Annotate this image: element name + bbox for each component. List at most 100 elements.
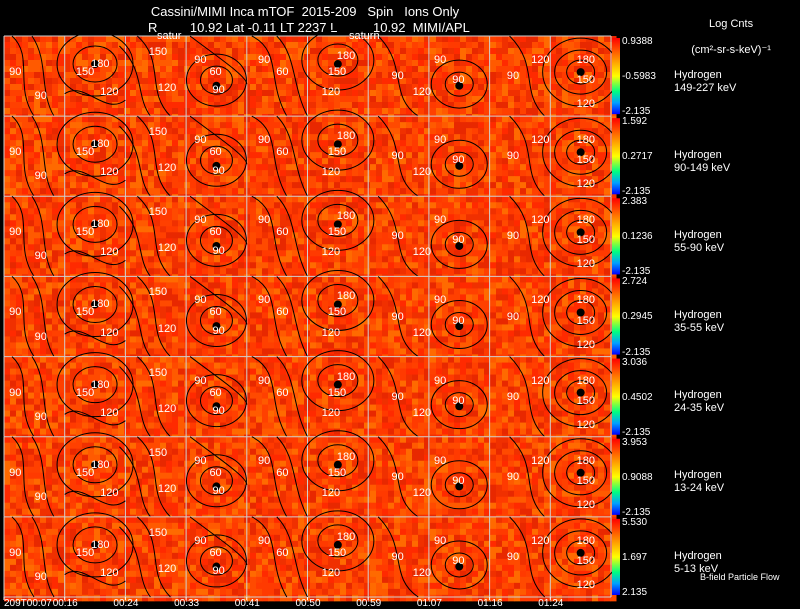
heatmap-cell (154, 256, 161, 263)
heatmap-cell (76, 84, 83, 91)
heatmap-cell (160, 256, 167, 263)
heatmap-cell (208, 188, 215, 195)
heatmap-cell (478, 152, 485, 159)
heatmap-cell (214, 128, 221, 135)
heatmap-cell (88, 170, 95, 177)
heatmap-cell (532, 48, 539, 55)
heatmap-cell (376, 220, 383, 227)
heatmap-cell (472, 188, 479, 195)
heatmap-cell (370, 226, 377, 233)
heatmap-cell (502, 54, 509, 61)
contour-line (430, 139, 488, 189)
heatmap-cell (598, 196, 605, 203)
heatmap-cell (256, 288, 263, 295)
heatmap-cell (496, 244, 503, 251)
heatmap-cell (160, 262, 167, 269)
heatmap-cell (436, 294, 443, 301)
heatmap-cell (190, 90, 197, 97)
heatmap-cell (232, 244, 239, 251)
heatmap-cell (208, 72, 215, 79)
heatmap-cell (568, 256, 575, 263)
heatmap-cell (58, 182, 65, 189)
heatmap-cell (154, 146, 161, 153)
heatmap-cell (442, 36, 449, 43)
heatmap-cell (160, 202, 167, 209)
heatmap-cell (52, 72, 59, 79)
heatmap-cell (328, 140, 335, 147)
heatmap-cell (556, 84, 563, 91)
heatmap-cell (496, 134, 503, 141)
heatmap-cell (28, 42, 35, 49)
heatmap-cell (46, 188, 53, 195)
heatmap-cell (556, 202, 563, 209)
heatmap-cell (460, 282, 467, 289)
heatmap-cell (598, 84, 605, 91)
heatmap-cell (454, 60, 461, 67)
heatmap-cell (28, 78, 35, 85)
heatmap-cell (334, 146, 341, 153)
heatmap-cell (376, 208, 383, 215)
heatmap-cell (136, 116, 143, 123)
heatmap-cell (520, 220, 527, 227)
heatmap-cell (232, 140, 239, 147)
heatmap-cell (40, 42, 47, 49)
heatmap-cell (424, 48, 431, 55)
heatmap-cell (148, 42, 155, 49)
heatmap-cell (274, 108, 281, 115)
heatmap-cell (214, 306, 221, 313)
heatmap-cell (250, 250, 257, 257)
heatmap-cell (550, 42, 557, 49)
heatmap-cell (526, 152, 533, 159)
heatmap-cell (424, 152, 431, 159)
heatmap-cell (394, 78, 401, 85)
heatmap-cell (16, 72, 23, 79)
heatmap-cell (340, 108, 347, 115)
heatmap-cell (40, 214, 47, 221)
heatmap-cell (4, 164, 11, 171)
heatmap-cell (592, 208, 599, 215)
heatmap-cell (460, 300, 467, 307)
heatmap-cell (100, 164, 107, 171)
heatmap-cell (148, 36, 155, 43)
heatmap-cell (184, 288, 191, 295)
heatmap-cell (604, 122, 611, 129)
heatmap-cell (382, 288, 389, 295)
heatmap-cell (592, 102, 599, 109)
heatmap-cell (334, 54, 341, 61)
heatmap-cell (364, 122, 371, 129)
heatmap-cell (340, 188, 347, 195)
heatmap-cell (148, 108, 155, 115)
heatmap-cell (148, 226, 155, 233)
heatmap-cell (28, 256, 35, 263)
heatmap-cell (550, 176, 557, 183)
heatmap-cell (70, 108, 77, 115)
heatmap-cell (94, 164, 101, 171)
heatmap-cell (310, 54, 317, 61)
heatmap-cell (430, 208, 437, 215)
panels-layer (3, 29, 620, 602)
heatmap-cell (472, 214, 479, 221)
heatmap-cell (148, 176, 155, 183)
heatmap-cell (208, 152, 215, 159)
heatmap-cell (598, 128, 605, 135)
heatmap-cell (388, 140, 395, 147)
heatmap-cell (574, 78, 581, 85)
heatmap-cell (340, 102, 347, 109)
heatmap-cell (466, 262, 473, 269)
heatmap-cell (154, 140, 161, 147)
heatmap-cell (454, 72, 461, 79)
heatmap-cell (178, 122, 185, 129)
heatmap-cell (82, 238, 89, 245)
heatmap-cell (436, 152, 443, 159)
heatmap-cell (448, 226, 455, 233)
heatmap-cell (358, 288, 365, 295)
heatmap-cell (466, 122, 473, 129)
heatmap-cell (358, 188, 365, 195)
heatmap-cell (496, 220, 503, 227)
heatmap-cell (592, 268, 599, 275)
heatmap-cell (88, 196, 95, 203)
heatmap-cell (70, 250, 77, 257)
heatmap-cell (310, 170, 317, 177)
heatmap-cell (28, 220, 35, 227)
heatmap-cell (484, 262, 491, 269)
